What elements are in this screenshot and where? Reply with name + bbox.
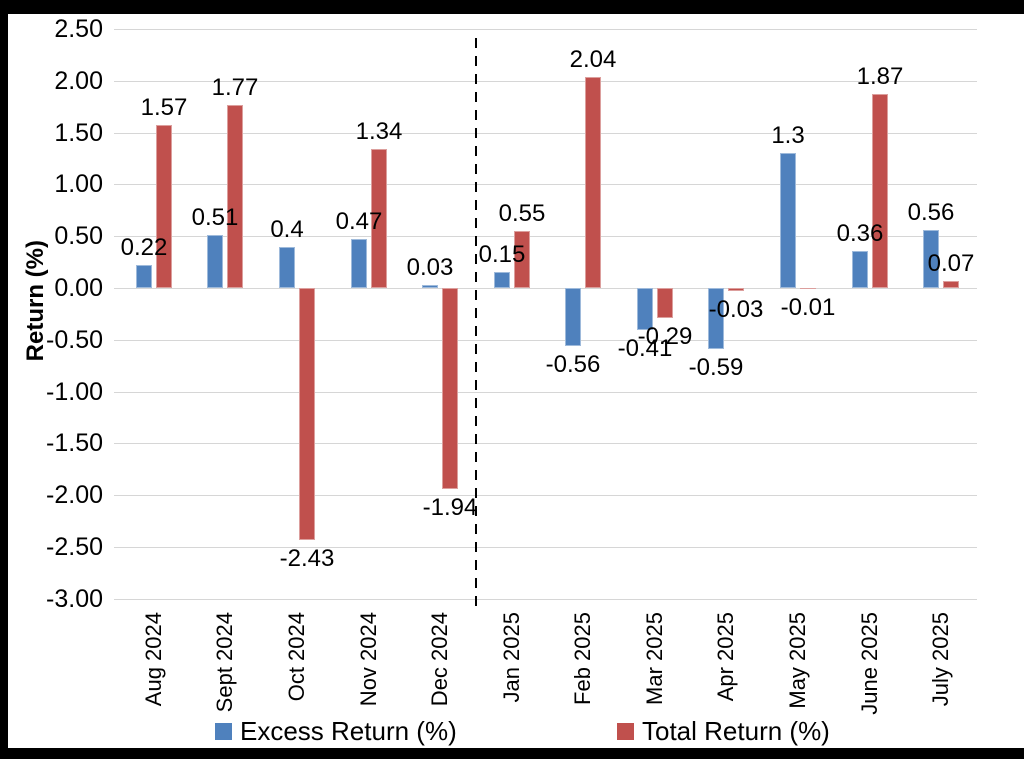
bar-excess-return	[494, 272, 510, 288]
x-axis-tick-label: Nov 2024	[356, 612, 381, 707]
y-axis-tick-label: 0.00	[54, 274, 103, 302]
period-divider-dashed-line	[475, 38, 477, 608]
x-axis-tick-label: Feb 2025	[570, 612, 595, 705]
gridline	[114, 81, 977, 82]
y-axis-tick-label: -1.50	[46, 429, 103, 457]
legend-item-excess-return: Excess Return (%)	[215, 715, 457, 747]
bar-excess-return	[852, 251, 868, 288]
data-label: 1.57	[140, 94, 188, 121]
data-label: 1.3	[771, 122, 805, 149]
bar-total-return	[299, 288, 315, 540]
data-label: 2.04	[569, 46, 617, 73]
bar-excess-return	[708, 288, 724, 349]
gridline	[114, 392, 977, 393]
data-label: 1.77	[211, 74, 259, 101]
x-axis-tick-label: Mar 2025	[642, 612, 667, 705]
data-label: 0.4	[270, 216, 304, 243]
x-axis-tick-label: Apr 2025	[713, 612, 738, 702]
data-label: 0.51	[191, 204, 239, 231]
excess-return-legend-swatch	[215, 722, 232, 740]
x-axis-tick-label: Jan 2025	[499, 612, 524, 703]
data-label: -0.03	[708, 296, 764, 323]
y-axis-tick-label: -2.00	[46, 481, 103, 509]
bar-excess-return	[136, 265, 152, 288]
x-axis-tick-label: Oct 2024	[284, 612, 309, 702]
total-return-legend-label: Total Return (%)	[642, 715, 830, 746]
data-label: -1.94	[422, 494, 478, 521]
y-axis-tick-label: 2.50	[54, 15, 103, 43]
bar-total-return	[728, 288, 744, 291]
y-axis-tick-label: 2.00	[54, 67, 103, 95]
data-label: -0.56	[545, 351, 601, 378]
x-axis-tick-label: June 2025	[857, 612, 882, 715]
bar-total-return	[585, 77, 601, 288]
bar-excess-return	[780, 153, 796, 288]
data-label: 0.15	[478, 241, 526, 268]
gridline	[114, 236, 977, 237]
x-axis-tick-label: Aug 2024	[141, 612, 166, 707]
x-axis-tick-label: July 2025	[928, 612, 953, 707]
data-label: 0.47	[335, 208, 383, 235]
gridline	[114, 340, 977, 341]
legend-item-total-return: Total Return (%)	[617, 715, 830, 747]
data-label: 0.56	[907, 199, 955, 226]
y-axis-tick-label: -0.50	[46, 326, 103, 354]
gridline	[114, 443, 977, 444]
bar-total-return	[800, 288, 816, 289]
data-label: -0.29	[637, 323, 693, 350]
gridline	[114, 547, 977, 548]
bar-excess-return	[923, 230, 939, 288]
x-axis-tick-label: Sept 2024	[212, 612, 237, 713]
data-label: 0.07	[927, 250, 975, 277]
data-label: -0.01	[780, 294, 836, 321]
x-axis-tick-label: May 2025	[785, 612, 810, 709]
bar-total-return	[156, 125, 172, 288]
gridline	[114, 599, 977, 600]
bar-total-return	[943, 281, 959, 288]
x-axis-tick-label: Dec 2024	[427, 612, 452, 707]
bar-total-return	[514, 231, 530, 288]
data-label: -2.43	[279, 545, 335, 572]
gridline	[114, 184, 977, 185]
data-label: 0.22	[120, 234, 168, 261]
data-label: 0.55	[498, 200, 546, 227]
bar-total-return	[442, 288, 458, 489]
y-axis-tick-label: -2.50	[46, 533, 103, 561]
y-axis-tick-label: 1.00	[54, 170, 103, 198]
chart-background-panel	[8, 14, 1024, 748]
data-label: 1.34	[355, 118, 403, 145]
total-return-legend-swatch	[617, 722, 634, 740]
gridline	[114, 133, 977, 134]
bar-total-return	[371, 149, 387, 288]
bar-excess-return	[207, 235, 223, 288]
gridline	[114, 495, 977, 496]
excess-return-legend-label: Excess Return (%)	[240, 715, 457, 746]
bar-total-return	[227, 105, 243, 288]
data-label: 0.03	[406, 254, 454, 281]
data-label: -0.41	[617, 335, 673, 362]
data-label: 1.87	[856, 63, 904, 90]
bar-excess-return	[351, 239, 367, 288]
y-axis-tick-label: -3.00	[46, 585, 103, 613]
bar-excess-return	[565, 288, 581, 346]
gridline	[114, 29, 977, 30]
bar-excess-return	[279, 247, 295, 288]
y-axis-tick-label: 0.50	[54, 222, 103, 250]
data-label: -0.59	[688, 354, 744, 381]
bar-total-return	[657, 288, 673, 318]
data-label: 0.36	[836, 220, 884, 247]
gridline	[114, 288, 977, 289]
bar-excess-return	[422, 285, 438, 288]
y-axis-tick-label: 1.50	[54, 119, 103, 147]
bar-total-return	[872, 94, 888, 288]
y-axis-tick-label: -1.00	[46, 378, 103, 406]
bar-excess-return	[637, 288, 653, 330]
